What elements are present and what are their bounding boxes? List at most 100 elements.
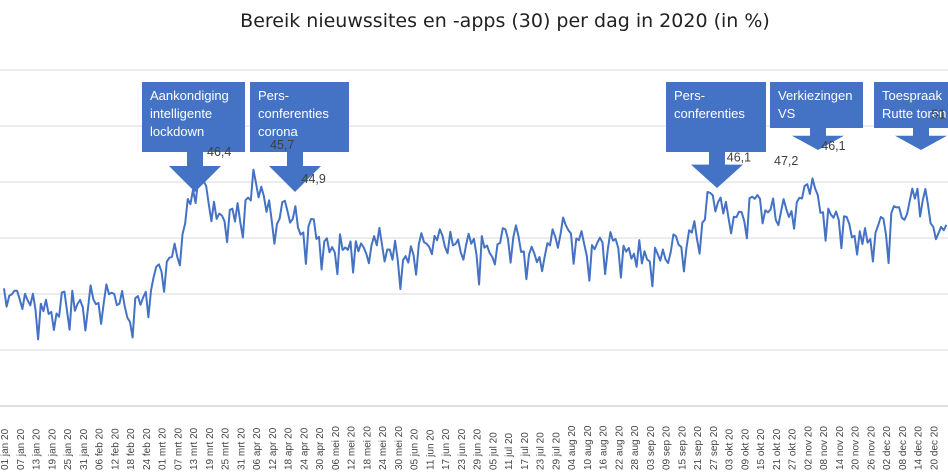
data-label: 46,1	[821, 139, 845, 153]
event-callouts: Aankondiging intelligente lockdown Pers-con…	[142, 82, 948, 192]
callout-text: lockdown	[150, 124, 204, 139]
x-tick-label: 26 nov 20	[866, 426, 877, 470]
x-tick-label: 13 jan 20	[32, 428, 43, 470]
callout-arrow	[792, 128, 844, 150]
callout-arrow	[269, 152, 321, 192]
callout-text: VS	[778, 106, 796, 121]
x-tick-label: 25 jan 20	[63, 428, 74, 470]
x-tick-label: 18 apr 20	[284, 427, 295, 470]
x-tick-label: 16 aug 20	[599, 425, 610, 470]
data-label: 46,1	[727, 150, 751, 164]
callout-box	[874, 82, 948, 128]
callout: Toespraak Rutte toren	[874, 82, 948, 150]
x-tick-label: 01 mrt 20	[158, 427, 169, 470]
x-tick-label: 31 mrt 20	[236, 427, 247, 470]
callout-arrow	[691, 152, 743, 188]
callout-text: conferenties	[258, 106, 329, 121]
x-tick-label: 02 nov 20	[803, 426, 814, 470]
x-tick-label: 11 jul 20	[504, 432, 515, 470]
x-tick-label: 17 jul 20	[520, 432, 531, 470]
x-tick-label: 03 sep 20	[646, 426, 657, 470]
x-tick-label: 24 feb 20	[142, 428, 153, 470]
x-tick-label: 19 jan 20	[47, 428, 58, 470]
data-label: 45,7	[270, 138, 294, 152]
callout: Verkiezingen VS	[770, 82, 863, 150]
x-tick-label: 06 apr 20	[252, 427, 263, 470]
x-tick-label: 12 feb 20	[110, 428, 121, 470]
callout: Pers-conferenties	[666, 82, 766, 188]
x-tick-label: 05 jul 20	[488, 432, 499, 470]
x-tick-label: 23 jun 20	[457, 428, 468, 470]
x-tick-label: 19 mrt 20	[205, 427, 216, 470]
x-tick-label: 01 jan 20	[0, 428, 11, 470]
callout-arrow	[895, 128, 947, 150]
callout-text: conferenties	[674, 106, 745, 121]
x-tick-label: 07 mrt 20	[173, 427, 184, 470]
x-tick-label: 13 mrt 20	[189, 427, 200, 470]
data-label: 46,4	[207, 145, 231, 159]
x-tick-label: 06 mei 20	[331, 426, 342, 470]
callout-text: Pers-	[674, 88, 705, 103]
x-tick-label: 15 okt 20	[756, 428, 767, 470]
x-tick-label: 14 dec 20	[914, 426, 925, 470]
x-tick-label: 18 mei 20	[362, 426, 373, 470]
x-tick-label: 10 aug 20	[583, 425, 594, 470]
x-tick-label: 12 apr 20	[268, 427, 279, 470]
series-reach	[3, 168, 948, 341]
x-axis-ticks: 01 jan 20 07 jan 20 13 jan 20 19 jan 20 25 j…	[0, 425, 940, 470]
x-tick-label: 24 apr 20	[299, 427, 310, 470]
x-tick-label: 04 aug 20	[567, 425, 578, 470]
x-tick-label: 02 dec 20	[882, 426, 893, 470]
callout-text: intelligente	[150, 106, 212, 121]
x-tick-label: 06 feb 20	[95, 428, 106, 470]
callout-text: Pers-	[258, 88, 289, 103]
x-tick-label: 08 nov 20	[819, 426, 830, 470]
callout-text: Aankondiging	[150, 88, 229, 103]
x-tick-label: 18 feb 20	[126, 428, 137, 470]
x-tick-label: 29 jun 20	[473, 428, 484, 470]
x-tick-label: 25 mrt 20	[221, 427, 232, 470]
callout-box	[142, 82, 245, 152]
x-tick-label: 27 sep 20	[709, 426, 720, 470]
callout-text: Rutte toren	[882, 106, 946, 121]
data-label: 44,9	[302, 172, 326, 186]
x-tick-label: 28 aug 20	[630, 425, 641, 470]
x-tick-label: 31 jan 20	[79, 428, 90, 470]
x-tick-label: 12 mei 20	[347, 426, 358, 470]
x-tick-label: 21 okt 20	[772, 428, 783, 470]
x-tick-label: 22 aug 20	[614, 425, 625, 470]
x-tick-label: 30 apr 20	[315, 427, 326, 470]
x-tick-label: 15 sep 20	[677, 426, 688, 470]
x-tick-label: 20 nov 20	[851, 426, 862, 470]
x-tick-label: 03 okt 20	[725, 428, 736, 470]
callout-box	[666, 82, 766, 152]
x-tick-label: 23 jul 20	[536, 432, 547, 470]
x-tick-label: 14 nov 20	[835, 426, 846, 470]
x-tick-label: 30 mei 20	[394, 426, 405, 470]
x-tick-label: 11 jun 20	[425, 429, 436, 470]
series-line	[3, 168, 948, 341]
x-tick-label: 20 dec 20	[929, 426, 940, 470]
callout-text: Verkiezingen	[778, 88, 852, 103]
x-tick-label: 17 jun 20	[441, 428, 452, 470]
x-tick-label: 08 dec 20	[898, 426, 909, 470]
chart-title: Bereik nieuwssites en -apps (30) per dag…	[240, 10, 770, 32]
x-tick-label: 21 sep 20	[693, 426, 704, 470]
callout-box	[250, 82, 349, 152]
callout-arrow	[169, 152, 221, 192]
x-tick-label: 05 jun 20	[410, 428, 421, 470]
callout-box	[770, 82, 863, 128]
x-tick-label: 29 jul 20	[551, 432, 562, 470]
x-tick-label: 09 okt 20	[740, 428, 751, 470]
callout: Aankondiging intelligente lockdown	[142, 82, 245, 192]
x-tick-label: 09 sep 20	[662, 426, 673, 470]
x-tick-label: 27 okt 20	[788, 428, 799, 470]
data-label: 51	[932, 108, 946, 122]
callout-text: Toespraak	[882, 88, 942, 103]
callout-text: corona	[258, 124, 299, 139]
callout: Pers-conferenties corona	[250, 82, 349, 192]
x-tick-label: 07 jan 20	[16, 428, 27, 470]
data-label: 47,2	[774, 154, 798, 168]
x-tick-label: 24 mei 20	[378, 426, 389, 470]
